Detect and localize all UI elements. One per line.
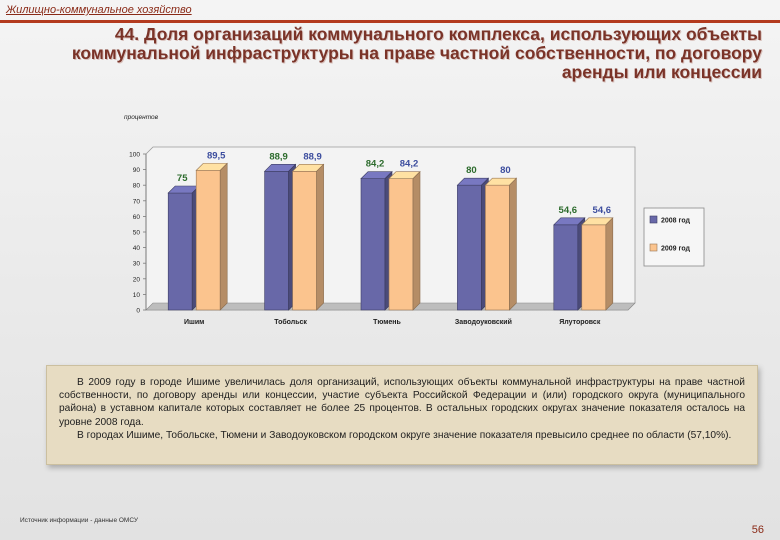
legend: 2008 год 2009 год xyxy=(643,207,705,267)
commentary-paragraph-1: В 2009 году в городе Ишиме увеличилась д… xyxy=(59,377,745,428)
chart-svg: процентов 0 10 20 30 40 50 60 70 80 90 100 75 89,5 Иши… xyxy=(124,114,705,326)
x-tick-label: Ялуторовск xyxy=(559,319,601,326)
bar-2008 xyxy=(264,171,289,311)
data-label: 84,2 xyxy=(366,159,385,170)
x-tick-label: Тюмень xyxy=(373,319,401,326)
legend-swatch xyxy=(649,243,658,252)
data-label: 80 xyxy=(466,165,477,176)
data-label: 54,6 xyxy=(559,205,578,216)
bar-2008 xyxy=(167,192,193,311)
bar-side-face xyxy=(509,177,517,311)
data-label: 88,9 xyxy=(269,151,288,162)
legend-label: 2008 год xyxy=(661,218,691,225)
bar-2008 xyxy=(360,178,386,311)
x-tick-label: Ишим xyxy=(184,319,204,326)
legend-swatch xyxy=(649,215,658,224)
legend-label: 2009 год xyxy=(661,246,691,253)
y-tick-label: 30 xyxy=(133,261,141,268)
slide-title: 44. Доля организаций коммунального компл… xyxy=(71,24,762,82)
bar-2008 xyxy=(457,184,482,311)
data-label: 80 xyxy=(500,165,511,176)
bar-2009 xyxy=(581,224,607,311)
y-tick-label: 0 xyxy=(136,308,140,315)
header-divider xyxy=(0,20,780,23)
y-tick-label: 10 xyxy=(133,292,141,299)
y-tick-label: 80 xyxy=(133,183,141,190)
y-tick-label: 20 xyxy=(133,276,141,283)
data-label: 54,6 xyxy=(593,205,612,216)
y-tick-label: 90 xyxy=(133,167,141,174)
bar-side-face xyxy=(219,162,228,311)
bar-side-face xyxy=(605,217,614,311)
page-number: 56 xyxy=(751,524,764,536)
data-label: 75 xyxy=(177,173,188,184)
data-label: 84,2 xyxy=(400,159,419,170)
section-label[interactable]: Жилищно-коммунальное хозяйство xyxy=(6,4,192,16)
y-tick-label: 60 xyxy=(133,214,141,221)
y-axis-label: процентов xyxy=(124,114,159,121)
data-label: 89,5 xyxy=(207,150,226,161)
bar-2009 xyxy=(292,171,317,311)
y-tick-label: 50 xyxy=(133,230,141,237)
bar-2009 xyxy=(485,184,510,311)
data-label: 88,9 xyxy=(303,151,322,162)
bar-2009 xyxy=(195,170,221,311)
y-tick-label: 40 xyxy=(133,245,141,252)
bar-side-face xyxy=(412,170,421,311)
x-tick-label: Заводоуковский xyxy=(455,318,512,326)
source-note: Источник информации - данные ОМСУ xyxy=(20,517,138,524)
bar-chart: процентов 0 10 20 30 40 50 60 70 80 90 100 75 89,5 Иши… xyxy=(118,112,710,332)
bar-2009 xyxy=(388,178,414,311)
bar-2008 xyxy=(553,224,579,311)
commentary-box: В 2009 году в городе Ишиме увеличилась д… xyxy=(46,365,758,465)
y-tick-label: 100 xyxy=(129,152,140,159)
x-tick-label: Тобольск xyxy=(274,318,307,326)
y-tick-label: 70 xyxy=(133,198,141,205)
bar-side-face xyxy=(316,163,324,311)
commentary-paragraph-2: В городах Ишиме, Тобольске, Тюмени и Зав… xyxy=(77,429,732,441)
